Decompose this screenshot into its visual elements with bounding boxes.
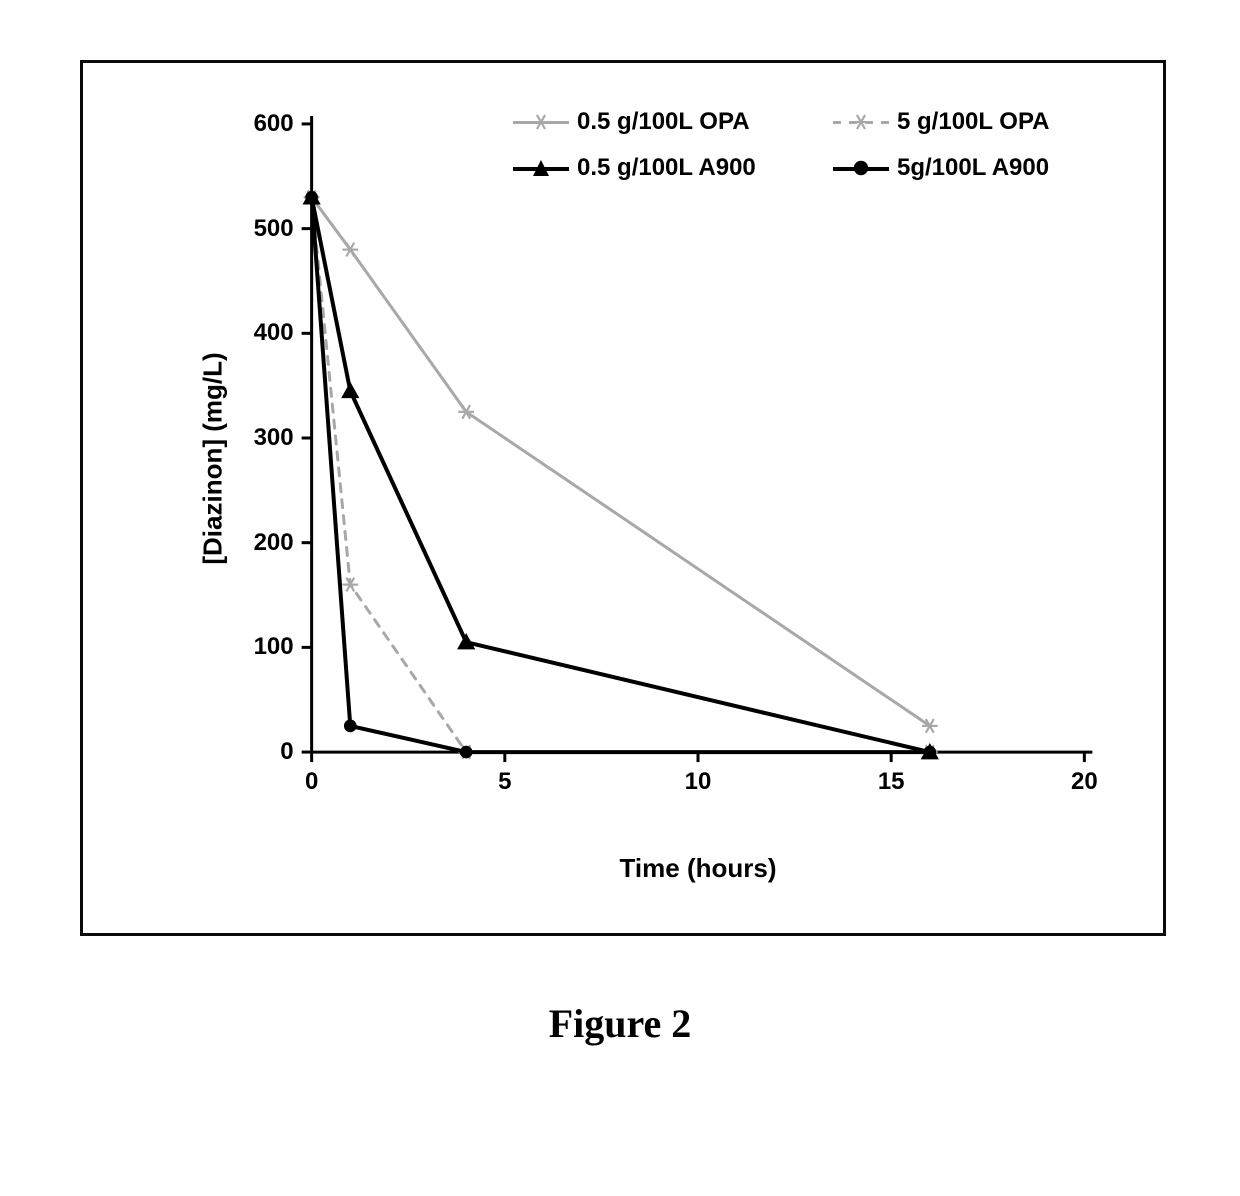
- figure-caption: Figure 2: [0, 1000, 1240, 1047]
- y-tick-label: 600: [254, 110, 294, 138]
- y-tick-label: 400: [254, 319, 294, 347]
- chart-frame: 0.5 g/100L OPA 5 g/100L OPA 0.5 g/100L A…: [80, 60, 1166, 936]
- plot-svg: [273, 103, 1123, 773]
- page-root: 0.5 g/100L OPA 5 g/100L OPA 0.5 g/100L A…: [0, 0, 1240, 1196]
- y-tick-label: 500: [254, 215, 294, 243]
- x-tick-label: 0: [305, 768, 318, 796]
- y-axis-label-group: [Diazinon] (mg/L): [198, 123, 228, 793]
- x-tick-label: 10: [685, 768, 712, 796]
- x-axis-label: Time (hours): [273, 853, 1123, 884]
- x-tick-label: 15: [878, 768, 905, 796]
- plot-area: 010020030040050060005101520: [273, 103, 1123, 773]
- x-tick-label: 5: [498, 768, 511, 796]
- x-tick-label: 20: [1071, 768, 1098, 796]
- y-axis-label: [Diazinon] (mg/L): [198, 352, 229, 564]
- y-tick-label: 0: [280, 738, 293, 766]
- y-tick-label: 100: [254, 633, 294, 661]
- y-tick-label: 200: [254, 529, 294, 557]
- y-tick-label: 300: [254, 424, 294, 452]
